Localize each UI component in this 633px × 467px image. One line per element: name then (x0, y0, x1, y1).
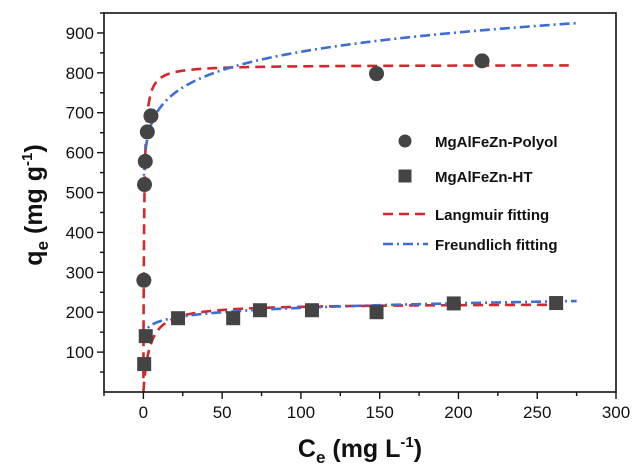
legend-label-langmuir: Langmuir fitting (435, 207, 549, 224)
x-tick-label: 150 (366, 403, 394, 422)
y-tick-label: 600 (66, 144, 94, 163)
polyol-data-point (369, 66, 385, 82)
y-axis-ticks: 100 200 300 400 500 600 700 800 900 (66, 12, 104, 373)
x-axis-ticks: 0 50 100 150 200 250 300 (103, 392, 630, 422)
polyol-data-point (139, 124, 155, 140)
legend-circle-marker (398, 134, 412, 148)
x-tick-label: 0 (139, 403, 148, 422)
polyol-data-point (136, 177, 152, 193)
y-tick-label: 200 (66, 303, 94, 322)
x-tick-label: 100 (287, 403, 315, 422)
x-tick-label: 300 (602, 403, 630, 422)
polyol-data-point (143, 108, 159, 124)
ht-data-point (226, 311, 241, 326)
y-tick-label: 900 (66, 24, 94, 43)
ht-data-point (304, 303, 319, 318)
plot-frame (103, 12, 617, 393)
polyol-data-point (137, 153, 153, 169)
x-tick-label: 250 (523, 403, 551, 422)
x-tick-label: 200 (444, 403, 472, 422)
y-tick-label: 100 (66, 343, 94, 362)
legend-label-freundlich: Freundlich fitting (435, 237, 557, 254)
y-tick-label: 300 (66, 263, 94, 282)
x-axis-title: Ce (mg L-1) (298, 434, 422, 467)
ht-data-point (171, 311, 186, 326)
x-tick-label: 50 (213, 403, 232, 422)
ht-data-point (549, 296, 564, 311)
legend-label-polyol: MgAlFeZn-Polyol (435, 134, 558, 151)
y-tick-label: 400 (66, 223, 94, 242)
ht-data-point (138, 329, 153, 344)
y-tick-label: 500 (66, 184, 94, 203)
fit-curves (142, 21, 577, 392)
legend: MgAlFeZn-Polyol MgAlFeZn-HT Langmuir fit… (383, 134, 558, 254)
y-axis-title: qe (mg g-1) (19, 144, 52, 265)
ht-data-point (252, 303, 267, 318)
ht-data-point (446, 296, 461, 311)
legend-label-ht: MgAlFeZn-HT (435, 169, 532, 186)
polyol-data-point (136, 272, 152, 288)
ht-data-point (137, 357, 152, 372)
polyol-data-point (474, 53, 490, 69)
y-tick-label: 800 (66, 64, 94, 83)
ht-data-point (369, 305, 384, 320)
data-points (136, 53, 564, 372)
y-tick-label: 700 (66, 104, 94, 123)
freundlich-fit-curve (142, 299, 577, 342)
legend-square-marker (398, 169, 412, 183)
